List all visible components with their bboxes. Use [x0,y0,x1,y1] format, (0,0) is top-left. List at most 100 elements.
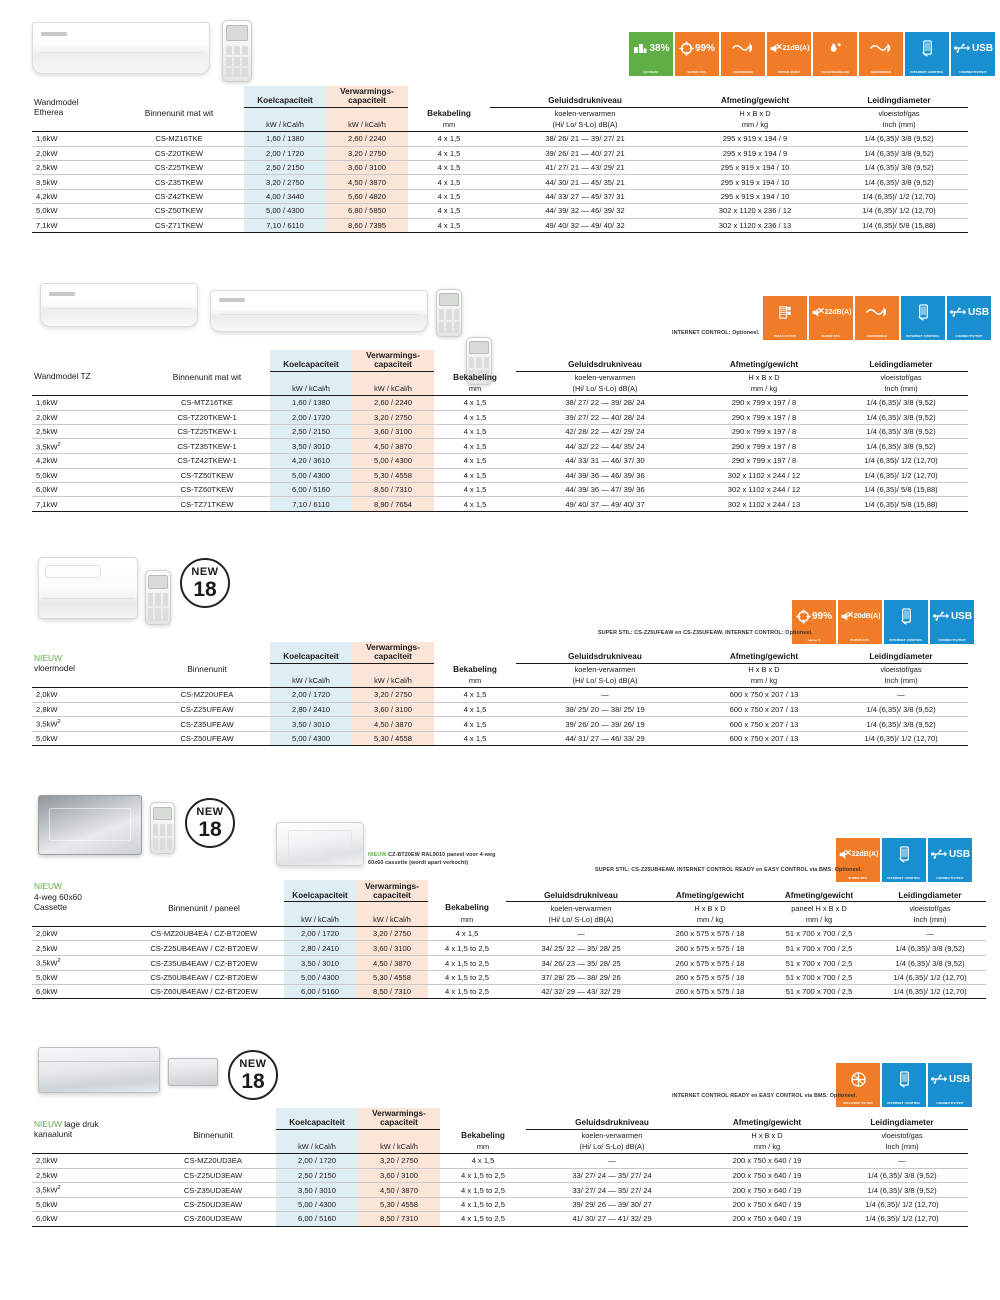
badge-label: SUPER STIL [848,876,868,880]
heating-capacity: 5,30 / 4558 [358,1197,440,1213]
remote-buttons [153,824,172,850]
capacity: 7,1kW [32,218,114,233]
pipe-diameter: 1/4 (6,35)/ 3/8 (9,52) [830,131,968,147]
usb-connectivity-badge: USB CONNECTIVITEIT [928,838,972,882]
table-row: 1,6kW CS-MTZ16TKE 1,60 / 1380 2,60 / 2240 4 … [32,395,968,411]
table-row: 5,0kW CS-Z50UD3EAW 5,00 / 4300 5,30 / 4558 4… [32,1197,968,1213]
sound-level: 39/ 27/ 22 — 40/ 28/ 24 [516,410,694,426]
inclusief-filter-badge: INCLUSIEF FILTER [836,1063,880,1107]
badge-label: SUPER QUIET [777,70,801,74]
dimensions: 200 x 750 x 640 / 19 [698,1168,836,1184]
sound-level: 42/ 32/ 29 — 43/ 32/ 29 [506,984,656,1000]
section-etherea: 38% ECONAVI 99% SUPER STIL AEROWINGS 21dB(A) S… [0,0,1000,233]
cooling-capacity: 2,50 / 2150 [244,160,326,176]
dimensions: 302 x 1120 x 236 / 13 [680,218,830,233]
heating-capacity: 8,60 / 7395 [326,218,408,233]
unit-empty-code [144,675,270,689]
sub-empty-cool [284,901,356,914]
capacity: 6,0kW [32,482,144,498]
brand-logo [219,298,245,303]
table-row: 3,5kW CS-Z35TKEW 3,20 / 2750 4,50 / 3870 4 x… [32,174,968,190]
cooling-capacity: 4,20 / 3610 [270,453,352,469]
feature-badges-cassette: 22dB(A) SUPER STIL INTERNET CONTROL USB CONN… [836,838,972,882]
badge-label: SUPER STIL [821,334,841,338]
panel-dimensions: 51 x 700 x 700 / 2,5 [764,955,874,971]
unit-pipe: Inch (mm) [874,913,986,928]
wall-unit-image-tz-1 [40,283,198,327]
badge-label: nanoe X [807,638,821,642]
pm25-filter-badge: PM2,5 FILTER [763,296,807,340]
panel-dimensions: 51 x 700 x 700 / 2,5 [764,926,874,942]
table-row: 7,1kW CS-TZ71TKEW 7,10 / 6110 8,90 / 7654 4 … [32,496,968,512]
capacity: 3,5kW2 [32,716,144,732]
badge-label: CONNECTIVITEIT [959,70,987,74]
pipe-diameter: 1/4 (6,35)/ 1/2 (12,70) [874,984,986,1000]
caption-kanaalunit: INTERNET CONTROL READY en EASY CONTROL v… [672,1093,858,1099]
unit-empty-code [124,913,284,928]
column-header-cooling: Koelcapaciteit [276,1108,358,1130]
remote-buttons [225,46,249,78]
nanoe-x-icon: 99% [796,604,832,628]
usb-connectivity-badge: USB CONNECTIVITEIT [930,600,974,644]
column-header-unit: Binnenunit mat wit [172,371,242,382]
table-row: 2,8kW CS-Z25UFEAW 2,80 / 2410 3,60 / 3100 4 … [32,702,968,718]
cooling-capacity: 1,60 / 1380 [244,131,326,147]
wiring: 4 x 1,5 [434,716,516,732]
new-18-badge-cassette: NEW 18 [185,798,235,848]
model-code: CS-Z35TKEW [114,174,244,190]
cooling-capacity: 6,00 / 5160 [284,984,356,1000]
sound-level: 49/ 40/ 32 — 49/ 40/ 32 [490,218,680,233]
badge-value: 21dB(A) [782,44,810,52]
aerowings-icon [870,36,892,60]
sound-level: 41/ 27/ 21 — 43/ 29/ 21 [490,160,680,176]
unit-cooling: kW / kCal/h [270,383,352,397]
nanoe-x-badge: 99% nanoe X [792,600,836,644]
spec-table-etherea: Wandmodel Etherea Binnenunit mat wit Koelca… [32,86,968,233]
spec-table-vloermodel: NIEUW vloermodel Binnenunit Koelcapaciteit V… [32,642,968,747]
aerowings-icon [866,300,888,324]
sub-dimensions: H x B x D [739,108,771,118]
remote-screen [148,574,168,589]
internet-control-badge: INTERNET CONTROL [884,600,928,644]
sub-empty-heat [352,371,434,384]
column-header-heating: Verwarmings-capaciteit [352,642,434,664]
dimensions: 295 x 919 x 194 / 10 [680,189,830,205]
badge-value: 99% [811,610,832,622]
sound-level: 33/ 27/ 24 — 35/ 27/ 24 [526,1168,698,1184]
new-18-badge-kanaalunit: NEW 18 [228,1050,278,1100]
cooling-capacity: 2,00 / 1720 [276,1153,358,1169]
cooling-capacity: 6,00 / 5160 [270,482,352,498]
table-title: Wandmodel Etherea [34,96,79,118]
unit-empty-model [32,119,114,133]
column-header-panel-dimensions: Afmeting/gewicht [764,880,874,903]
heating-capacity: 4,50 / 3870 [352,438,434,455]
column-header-cooling: Koelcapaciteit [244,86,326,108]
table-row: 3,5kW2 CS-Z35UD3EAW 3,50 / 3010 4,50 / 3870… [32,1182,968,1198]
caption-tz: INTERNET CONTROL: Optioneel. [672,330,760,336]
internet-control-icon [897,1067,912,1091]
sound-level: 39/ 26/ 21 — 40/ 27/ 21 [490,146,680,162]
unit-dimensions: mm / kg [680,119,830,133]
model-code: CS-Z60UB4EAW / CZ-BT20EW [124,984,284,1000]
panel-dimensions: 51 x 700 x 700 / 2,5 [764,984,874,1000]
wiring: 4 x 1,5 to 2,5 [440,1182,526,1198]
remote-screen [153,806,172,820]
usb-connectivity-icon: USB [930,1067,970,1091]
unit-cooling: kW / kCal/h [284,913,356,928]
table-row: 2,5kW CS-TZ25TKEW-1 2,50 / 2150 3,60 / 3100… [32,424,968,440]
new-label: NEW [196,805,224,818]
super-stil-badge: 99% SUPER STIL [675,32,719,76]
unit-heating: kW / kCal/h [352,383,434,397]
unit-panel-dimensions: mm / kg [764,913,874,928]
new-label: NEW [239,1057,267,1070]
heating-capacity: 4,50 / 3870 [326,174,408,190]
unit-dimensions: mm / kg [694,383,834,397]
capacity: 2,0kW [32,1153,150,1169]
aerowings-icon [732,36,754,60]
footnote-marker: 2 [57,1185,61,1192]
unit-wiring: mm [440,1141,526,1155]
table-title: NIEUW lage druk kanaalunit [34,1118,99,1140]
floor-unit-image [38,557,138,619]
feature-badges-tz: PM2,5 FILTER 22dB(A) SUPER STIL AEROWINGS IN… [763,296,991,340]
feature-badges-etherea: 38% ECONAVI 99% SUPER STIL AEROWINGS 21dB(A) S… [629,32,995,76]
